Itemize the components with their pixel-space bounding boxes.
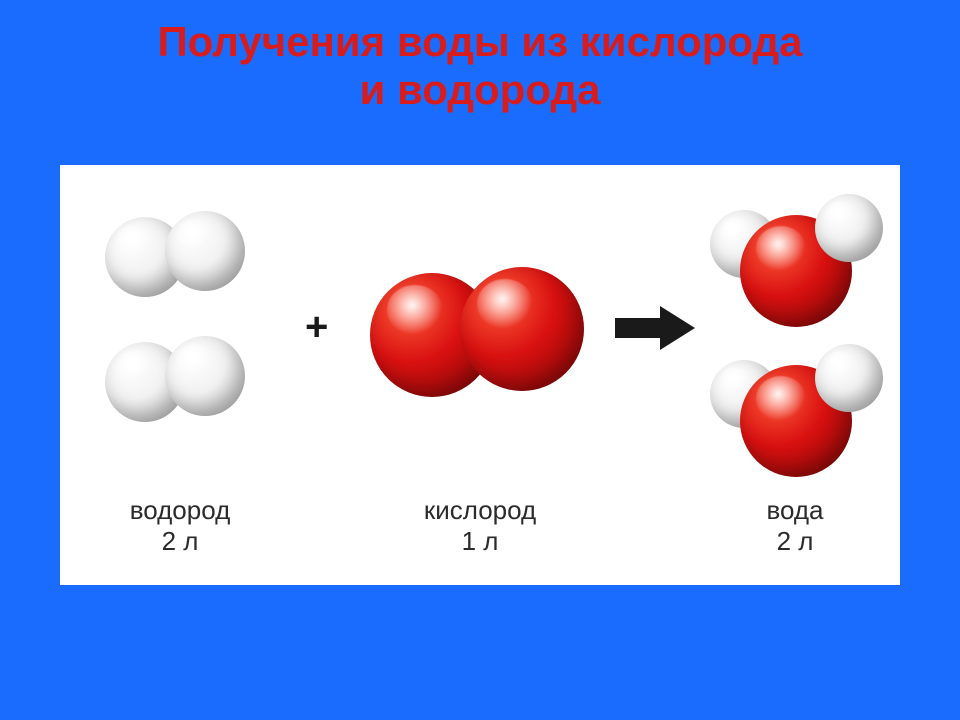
hydrogen-amount: 2 л — [162, 526, 199, 556]
oxygen-group — [360, 255, 610, 415]
plus-operator: + — [305, 305, 328, 350]
page-title: Получения воды из кислорода и водорода — [0, 18, 960, 115]
title-line-2: и водорода — [360, 66, 601, 113]
hydrogen-label: водород — [130, 495, 231, 525]
hydrogen-atom-icon — [815, 344, 883, 412]
water-caption: вода 2 л — [710, 495, 880, 557]
h2o-molecule-1 — [700, 190, 900, 325]
oxygen-atom-icon — [460, 267, 584, 391]
hydrogen-atom-icon — [165, 211, 245, 291]
arrow-icon — [615, 303, 695, 353]
h2-molecule-1 — [90, 205, 290, 315]
water-group — [700, 190, 900, 480]
hydrogen-caption: водород 2 л — [90, 495, 270, 557]
h2o-molecule-2 — [700, 340, 900, 475]
hydrogen-atom-icon — [815, 194, 883, 262]
arrow-shape — [615, 306, 695, 350]
water-label: вода — [766, 495, 823, 525]
oxygen-caption: кислород 1 л — [370, 495, 590, 557]
title-line-1: Получения воды из кислорода — [157, 18, 802, 65]
page: Получения воды из кислорода и водорода + — [0, 0, 960, 720]
hydrogen-group — [90, 205, 290, 465]
oxygen-amount: 1 л — [462, 526, 499, 556]
hydrogen-atom-icon — [165, 336, 245, 416]
water-amount: 2 л — [777, 526, 814, 556]
diagram-panel: + — [60, 165, 900, 585]
o2-molecule — [360, 255, 610, 415]
oxygen-label: кислород — [424, 495, 536, 525]
h2-molecule-2 — [90, 330, 290, 440]
